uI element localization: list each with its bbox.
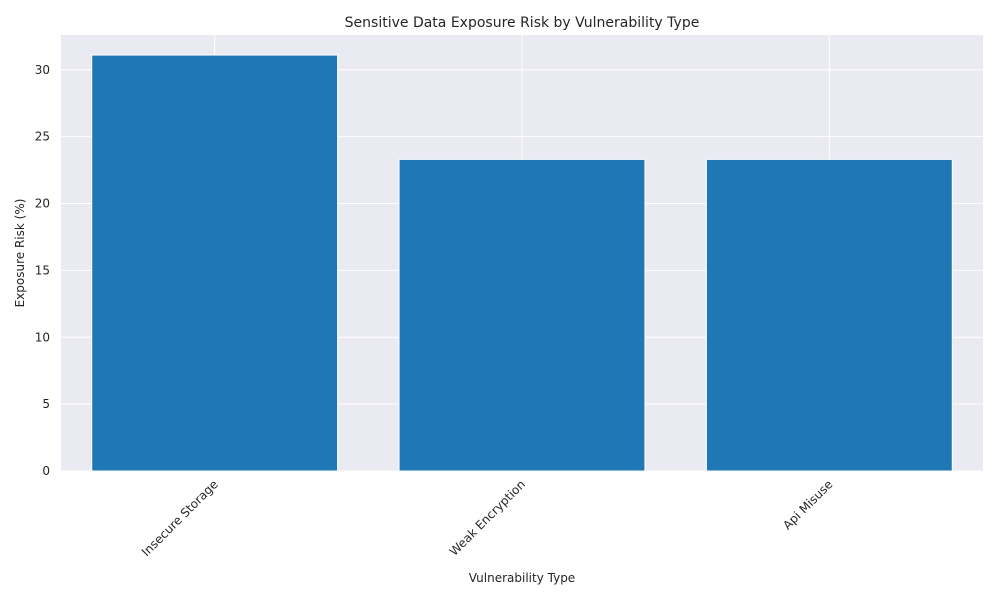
bar: [398, 158, 646, 472]
y-tick-label: 20: [35, 197, 50, 211]
x-tick-label: Insecure Storage: [139, 477, 221, 559]
bars: [91, 54, 953, 472]
y-tick-label: 10: [35, 330, 50, 344]
y-tick-label: 30: [35, 63, 50, 77]
y-tick-label: 15: [35, 263, 50, 277]
y-tick-label: 25: [35, 130, 50, 144]
y-axis-label: Exposure Risk (%): [13, 199, 27, 308]
x-tick-label: Api Misuse: [780, 477, 835, 532]
y-axis-ticks: 0 5 10 15 20 25 30: [35, 63, 50, 478]
bar: [705, 158, 953, 472]
x-axis-label: Vulnerability Type: [469, 571, 575, 585]
x-axis-ticks: Insecure Storage Weak Encryption Api Misus…: [139, 477, 836, 559]
y-tick-label: 5: [42, 397, 50, 411]
y-tick-label: 0: [42, 464, 50, 478]
x-tick-label: Weak Encryption: [447, 477, 528, 558]
bar: [91, 54, 339, 472]
chart-title: Sensitive Data Exposure Risk by Vulnerab…: [345, 15, 700, 31]
